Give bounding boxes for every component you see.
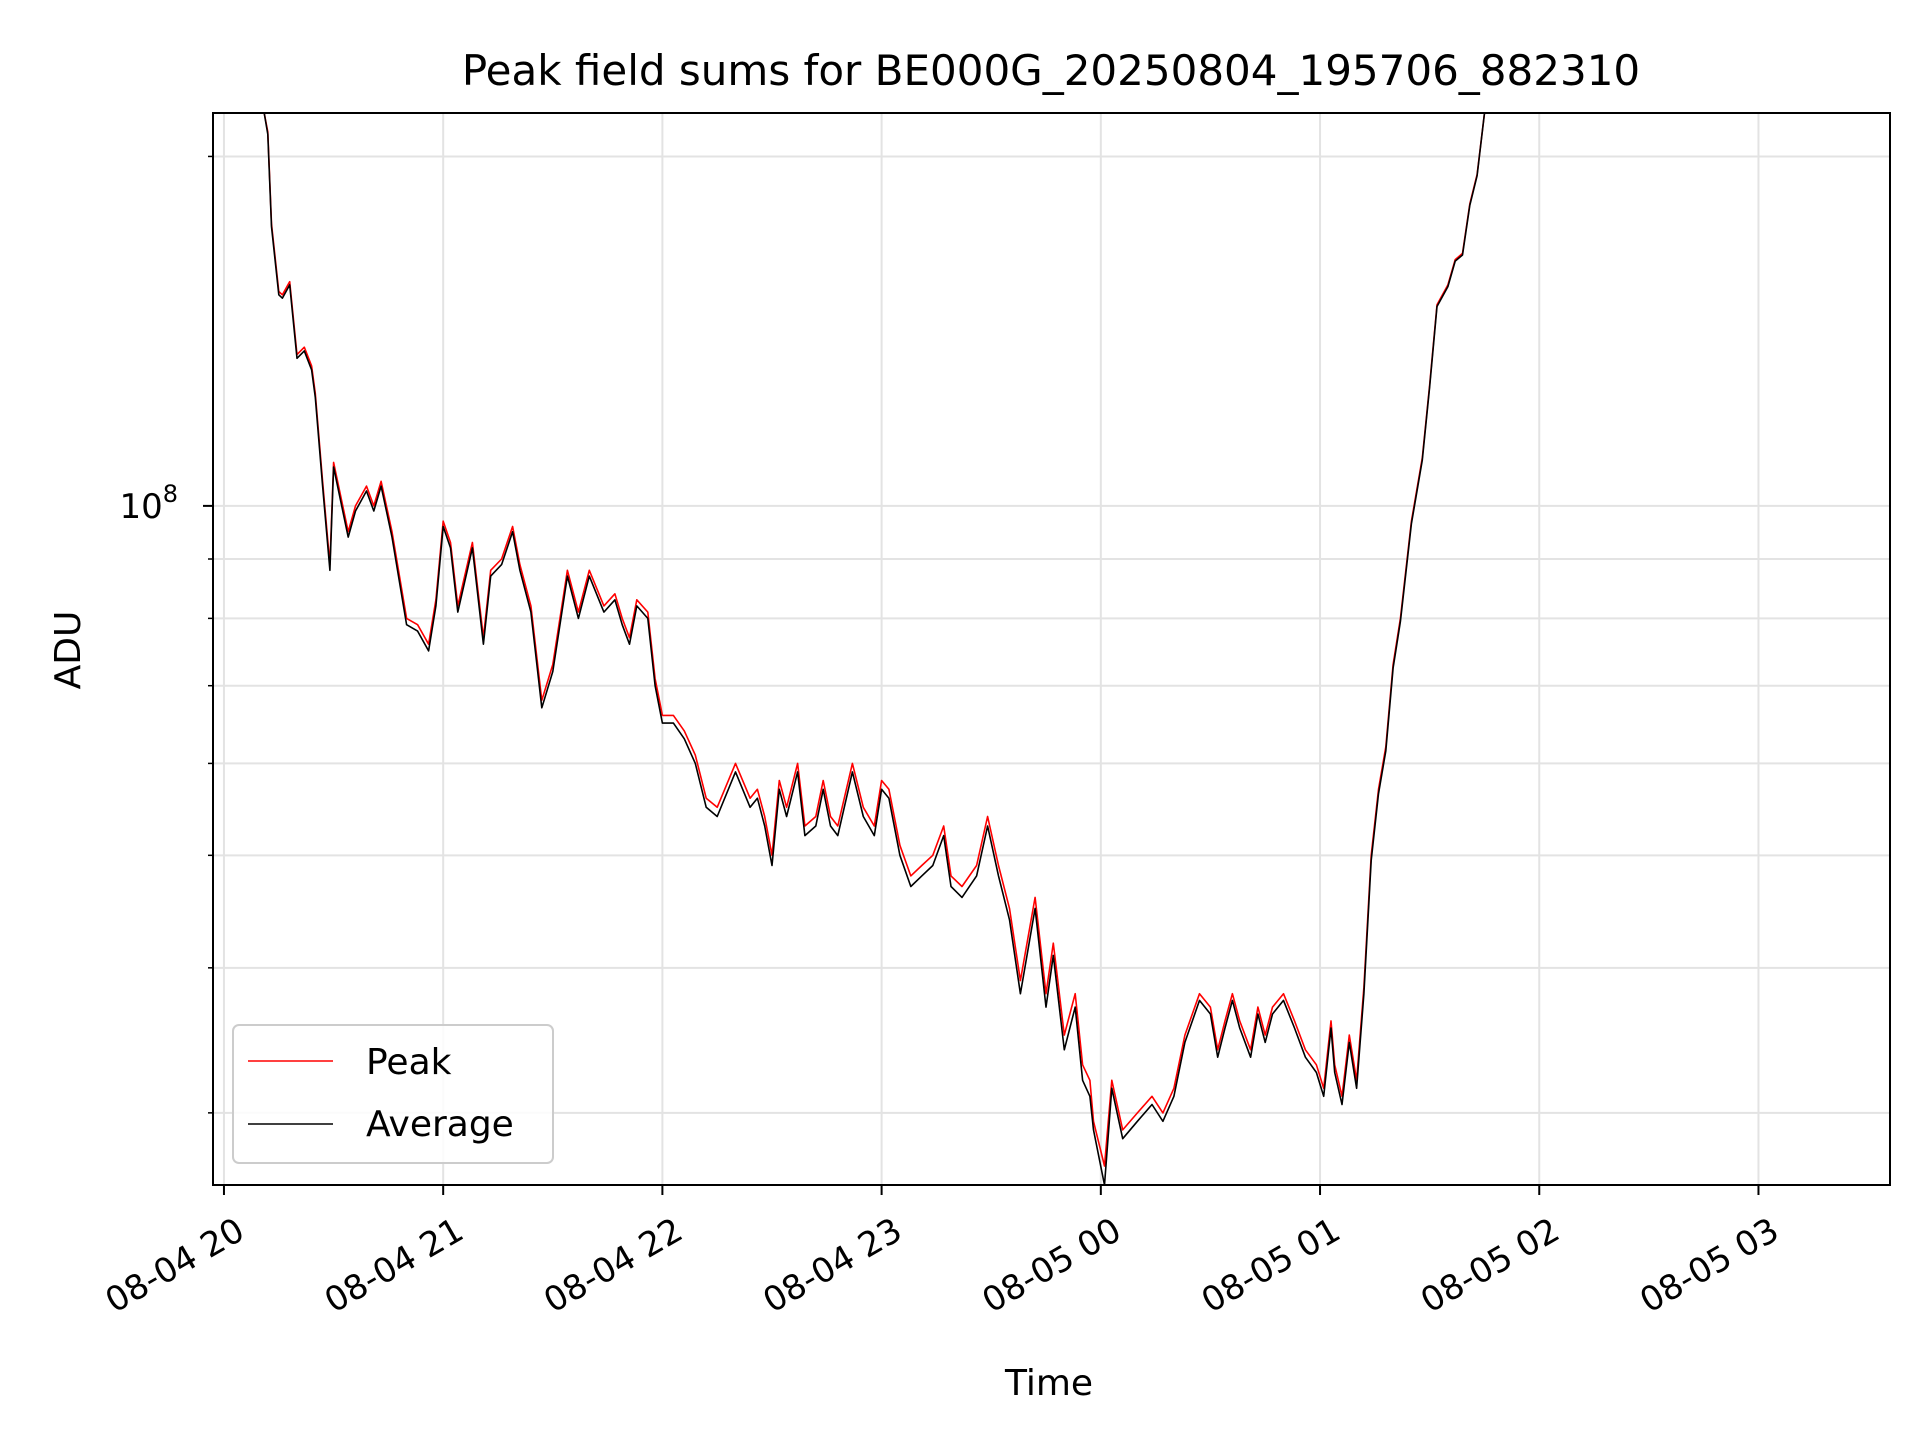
y-tick-label: 108 [119, 480, 178, 527]
legend-average-label: Average [366, 1104, 514, 1145]
series-average-line [213, 113, 1486, 1185]
y-axis-label: ADU [48, 611, 89, 690]
legend: Peak Average [232, 1024, 554, 1164]
legend-box [232, 1024, 554, 1164]
series-peak-line [213, 113, 1486, 1167]
legend-peak-label: Peak [366, 1042, 452, 1083]
x-axis-label: Time [1004, 1363, 1093, 1404]
y-axis-ticks: 108 [119, 155, 213, 1114]
series-layer [213, 113, 1486, 1185]
plot-area [213, 113, 1890, 1185]
chart-title: Peak field sums for BE000G_20250804_1957… [462, 46, 1640, 95]
plot-frame [212, 112, 1891, 1186]
grid [213, 113, 1890, 1185]
